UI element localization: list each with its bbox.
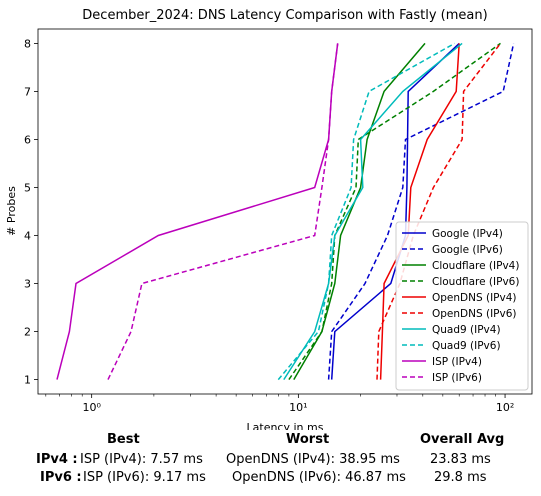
legend-label-google-ipv6: Google (IPv6): [432, 244, 503, 256]
legend-label-quad9-ipv6: Quad9 (IPv6): [432, 340, 501, 352]
ipv4-worst: OpenDNS (IPv4): 38.95 ms: [226, 452, 400, 467]
y-tick-label: 1: [24, 374, 31, 387]
legend-label-quad9-ipv4: Quad9 (IPv4): [432, 324, 501, 336]
y-tick-label: 8: [24, 37, 31, 50]
legend-label-google-ipv4: Google (IPv4): [432, 228, 503, 240]
y-tick-label: 7: [24, 85, 31, 98]
y-tick-label: 3: [24, 278, 31, 291]
legend-label-opendns-ipv6: OpenDNS (IPv6): [432, 308, 517, 320]
legend: Google (IPv4) Google (IPv6) Cloudflare (IP…: [396, 222, 528, 390]
x-axis-label: Latency in ms: [247, 421, 324, 430]
legend-label-cloudflare-ipv6: Cloudflare (IPv6): [432, 276, 519, 288]
x-tick-label: 10¹: [289, 401, 307, 414]
y-tick-label: 4: [24, 230, 31, 243]
ipv4-row-label: IPv4 :: [36, 452, 78, 467]
best-header: Best: [107, 432, 140, 447]
ipv6-row-label: IPv6 :: [40, 470, 82, 485]
y-axis-label: # Probes: [5, 186, 18, 236]
latency-chart: December_2024: DNS Latency Comparison wi…: [0, 0, 541, 430]
y-tick-label: 5: [24, 181, 31, 194]
ipv6-best: ISP (IPv6): 9.17 ms: [83, 470, 206, 485]
legend-label-cloudflare-ipv4: Cloudflare (IPv4): [432, 260, 519, 272]
overall-avg-header: Overall Avg: [420, 432, 504, 447]
legend-label-opendns-ipv4: OpenDNS (IPv4): [432, 292, 517, 304]
ipv6-worst: OpenDNS (IPv6): 46.87 ms: [232, 470, 406, 485]
ipv6-overall-avg: 29.8 ms: [434, 470, 487, 485]
series-line-isp-ipv6: [108, 43, 338, 379]
legend-label-isp-ipv6: ISP (IPv6): [432, 372, 482, 384]
ipv4-overall-avg: 23.83 ms: [430, 452, 491, 467]
series-line-isp-ipv4: [57, 43, 338, 379]
y-tick-label: 6: [24, 133, 31, 146]
y-tick-label: 2: [24, 326, 31, 339]
ipv4-best: ISP (IPv4): 7.57 ms: [80, 452, 203, 467]
x-tick-label: 10²: [496, 401, 514, 414]
chart-title: December_2024: DNS Latency Comparison wi…: [82, 8, 487, 23]
legend-label-isp-ipv4: ISP (IPv4): [432, 356, 482, 368]
worst-header: Worst: [286, 432, 329, 447]
x-tick-label: 10⁰: [82, 401, 101, 414]
